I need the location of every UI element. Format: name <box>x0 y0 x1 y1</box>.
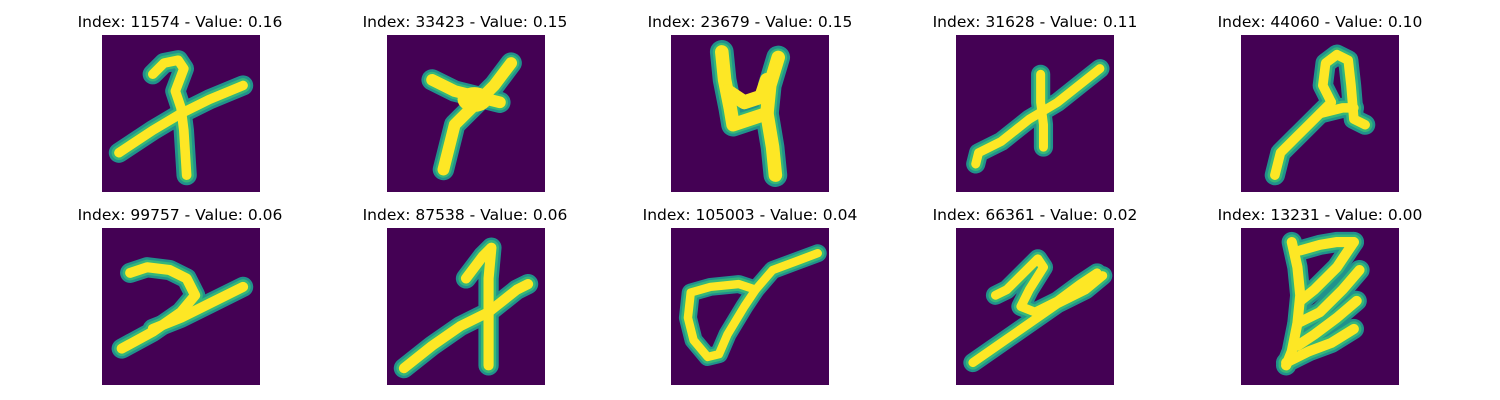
panel-title: Index: 13231 - Value: 0.00 <box>1217 206 1423 224</box>
panel-title: Index: 11574 - Value: 0.16 <box>77 13 283 31</box>
panel-title: Index: 31628 - Value: 0.11 <box>932 13 1138 31</box>
panel-title: Index: 44060 - Value: 0.10 <box>1217 13 1423 31</box>
digit-image-4 <box>956 35 1114 192</box>
digit-image-3 <box>671 35 829 192</box>
digit-image-8 <box>671 228 829 385</box>
panel-title: Index: 99757 - Value: 0.06 <box>77 206 283 224</box>
digit-image-10 <box>1241 228 1399 385</box>
digit-image-1 <box>102 35 260 192</box>
panel-title: Index: 23679 - Value: 0.15 <box>647 13 853 31</box>
panel-title: Index: 105003 - Value: 0.04 <box>642 206 858 224</box>
digit-image-2 <box>387 35 545 192</box>
panel-title: Index: 33423 - Value: 0.15 <box>362 13 568 31</box>
digit-image-7 <box>387 228 545 385</box>
panel-title: Index: 66361 - Value: 0.02 <box>932 206 1138 224</box>
digit-image-9 <box>956 228 1114 385</box>
panel-title: Index: 87538 - Value: 0.06 <box>362 206 568 224</box>
digit-image-5 <box>1241 35 1399 192</box>
digit-image-6 <box>102 228 260 385</box>
